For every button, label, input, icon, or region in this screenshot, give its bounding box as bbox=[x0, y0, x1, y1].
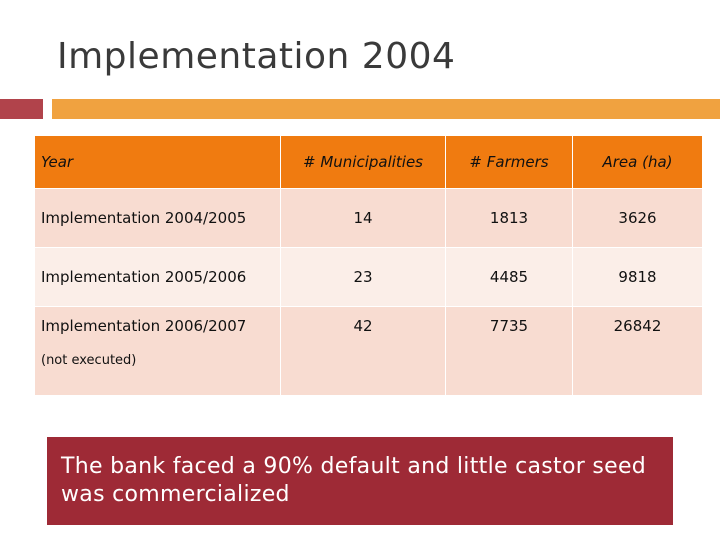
row-municipalities: 14 bbox=[280, 188, 446, 248]
header-farmers: # Farmers bbox=[445, 135, 573, 189]
accent-bar-right bbox=[52, 99, 720, 119]
table-row: Implementation 2004/2005 14 1813 3626 bbox=[34, 188, 703, 248]
table-row: Implementation 2005/2006 23 4485 9818 bbox=[34, 247, 703, 307]
row-label: Implementation 2004/2005 bbox=[34, 188, 281, 248]
table-header-row: Year # Municipalities # Farmers Area (ha… bbox=[34, 135, 703, 189]
row-farmers-cell: 7735 bbox=[445, 306, 573, 396]
row-area: 9818 bbox=[572, 247, 703, 307]
accent-bar-left bbox=[0, 99, 43, 119]
row-farmers: 1813 bbox=[445, 188, 573, 248]
row-farmers: 4485 bbox=[445, 247, 573, 307]
table-row: Implementation 2006/2007 (not executed) … bbox=[34, 306, 703, 396]
row-municipalities-cell: 42 bbox=[280, 306, 446, 396]
row-area-cell: 26842 bbox=[572, 306, 703, 396]
row-note: (not executed) bbox=[41, 353, 137, 368]
header-area: Area (ha) bbox=[572, 135, 703, 189]
slide-title: Implementation 2004 bbox=[57, 36, 456, 77]
row-municipalities: 23 bbox=[280, 247, 446, 307]
row-label-cell: Implementation 2006/2007 (not executed) bbox=[34, 306, 281, 396]
row-municipalities: 42 bbox=[353, 317, 373, 335]
row-label: Implementation 2005/2006 bbox=[34, 247, 281, 307]
header-year: Year bbox=[34, 135, 281, 189]
header-municipalities: # Municipalities bbox=[280, 135, 446, 189]
row-farmers: 7735 bbox=[489, 317, 529, 335]
implementation-table: Year # Municipalities # Farmers Area (ha… bbox=[34, 135, 703, 396]
row-label: Implementation 2006/2007 bbox=[41, 317, 247, 335]
row-area: 26842 bbox=[613, 317, 662, 335]
callout-box: The bank faced a 90% default and little … bbox=[47, 437, 673, 525]
callout-text: The bank faced a 90% default and little … bbox=[61, 454, 647, 507]
row-area: 3626 bbox=[572, 188, 703, 248]
